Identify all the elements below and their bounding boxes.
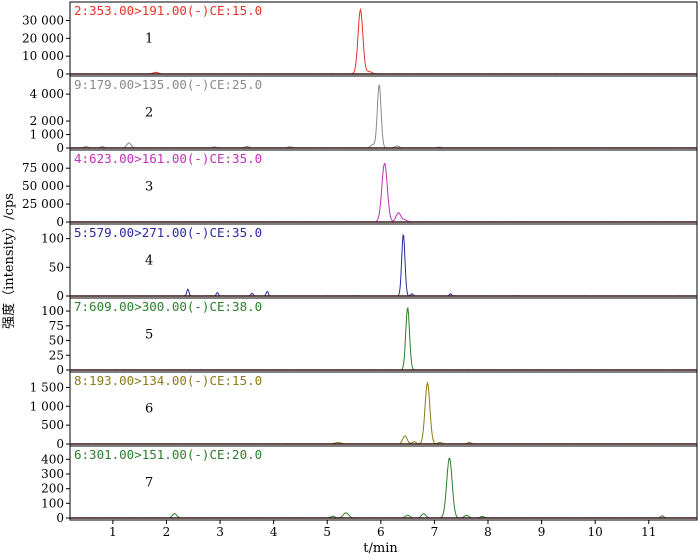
y-tick-label-2-2: 2 000: [30, 114, 64, 128]
y-tick-label-5-4: 100: [41, 304, 64, 318]
y-tick-label-3-2: 50 000: [22, 179, 64, 193]
y-tick-label-3-0: 0: [56, 215, 64, 229]
y-tick-label-7-0: 0: [56, 511, 64, 525]
channel-label-5: 7:609.00>300.00(-)CE:38.0: [74, 299, 262, 314]
channel-label-4: 5:579.00>271.00(-)CE:35.0: [74, 225, 262, 240]
panel-index-4: 4: [145, 254, 153, 269]
x-tick-label-7: 8: [484, 525, 492, 539]
y-tick-label-7-1: 100: [41, 496, 64, 510]
y-tick-label-5-0: 0: [56, 363, 64, 377]
trace-1: [69, 7, 697, 75]
y-tick-label-6-2: 1 000: [30, 399, 64, 413]
y-tick-label-1-2: 20 000: [22, 31, 64, 45]
x-tick-label-2: 3: [216, 525, 224, 539]
x-tick-label-9: 10: [588, 525, 603, 539]
x-tick-label-4: 5: [323, 525, 331, 539]
y-tick-label-2-3: 4 000: [30, 87, 64, 101]
panel-index-3: 3: [145, 180, 153, 195]
y-tick-label-3-1: 25 000: [22, 197, 64, 211]
y-tick-label-6-3: 1 500: [30, 380, 64, 394]
y-tick-label-1-1: 10 000: [22, 49, 64, 63]
panel-index-2: 2: [145, 106, 153, 121]
trace-4: [69, 234, 697, 297]
y-tick-label-6-1: 500: [41, 418, 64, 432]
channel-label-6: 8:193.00>134.00(-)CE:15.0: [74, 373, 262, 388]
channel-label-3: 4:623.00>161.00(-)CE:35.0: [74, 151, 262, 166]
y-tick-label-1-3: 30 000: [22, 13, 64, 27]
y-tick-label-4-1: 50: [49, 260, 64, 274]
x-tick-label-5: 6: [377, 525, 385, 539]
x-tick-label-8: 9: [538, 525, 546, 539]
channel-label-2: 9:179.00>135.00(-)CE:25.0: [74, 77, 262, 92]
panel-index-1: 1: [145, 32, 153, 47]
x-axis-title: t/min: [363, 541, 398, 555]
x-tick-label-6: 7: [431, 525, 439, 539]
channel-label-7: 6:301.00>151.00(-)CE:20.0: [74, 447, 262, 462]
y-tick-label-2-0: 0: [56, 141, 64, 155]
y-tick-label-3-3: 75 000: [22, 161, 64, 175]
y-tick-label-7-3: 300: [41, 467, 64, 481]
panel-index-5: 5: [145, 328, 153, 343]
channel-label-1: 2:353.00>191.00(-)CE:15.0: [74, 3, 262, 18]
y-tick-label-4-0: 0: [56, 289, 64, 303]
y-tick-label-4-2: 100: [41, 232, 64, 246]
x-tick-label-1: 2: [163, 525, 171, 539]
y-tick-label-7-2: 200: [41, 482, 64, 496]
panel-index-7: 7: [145, 476, 153, 491]
trace-2: [70, 84, 698, 149]
y-axis-title: 强度（intensity）/cps: [1, 193, 17, 329]
y-tick-label-1-0: 0: [56, 67, 64, 81]
trace-6: [70, 381, 697, 445]
y-tick-label-5-1: 25: [49, 348, 64, 362]
trace-3: [70, 162, 698, 223]
trace-7: [70, 457, 698, 519]
panel-frame-7: [69, 445, 698, 521]
y-tick-label-6-0: 0: [56, 437, 64, 451]
y-tick-label-5-3: 75: [49, 319, 64, 333]
x-tick-label-0: 1: [109, 525, 117, 539]
x-tick-label-3: 4: [270, 525, 278, 539]
y-tick-label-5-2: 50: [49, 334, 64, 348]
y-tick-label-2-1: 1 000: [30, 128, 64, 142]
x-tick-label-10: 11: [641, 525, 656, 539]
trace-5: [70, 306, 697, 371]
y-tick-label-7-4: 400: [41, 452, 64, 466]
panel-index-6: 6: [145, 402, 153, 417]
